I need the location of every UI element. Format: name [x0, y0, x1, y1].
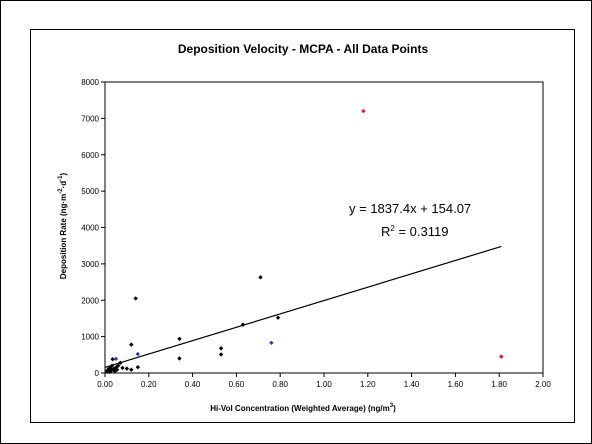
x-axis-label-sup: 3: [390, 403, 394, 409]
x-tick-label: 0.60: [229, 380, 245, 389]
data-point: [177, 336, 182, 342]
x-tick-label: 1.20: [360, 380, 376, 389]
data-point: [109, 363, 115, 368]
data-point: [120, 365, 125, 371]
data-point: [269, 340, 274, 346]
y-axis-label: Deposition Rate (ng·m-2·d-1): [58, 173, 68, 280]
trendline-group: [104, 245, 502, 368]
r-squared-sup: 2: [390, 224, 395, 233]
y-axis-label-mid: ·d: [59, 181, 68, 189]
data-point: [499, 354, 504, 359]
plot-frame: [104, 81, 544, 374]
data-point: [275, 315, 281, 320]
y-tick-label: 0: [95, 369, 100, 378]
chart-area: Deposition Velocity - MCPA - All Data Po…: [30, 29, 575, 423]
x-axis-label: Hi-Vol Concentration (Weighted Average) …: [210, 403, 396, 413]
data-point: [135, 364, 141, 370]
y-axis-label-sup2: -1: [58, 175, 64, 181]
data-point: [133, 296, 138, 301]
data-point: [113, 356, 119, 362]
r-squared-r: R: [381, 224, 390, 239]
x-axis-label-main: Hi-Vol Concentration (Weighted Average) …: [210, 404, 390, 413]
data-points: [104, 108, 504, 375]
scatter-chart: Deposition Velocity - MCPA - All Data Po…: [58, 42, 551, 413]
y-tick-label: 5000: [81, 187, 99, 196]
y-tick-label: 1000: [81, 333, 99, 342]
regression-equation: y = 1837.4x + 154.07: [349, 201, 471, 216]
data-point: [218, 352, 224, 357]
r-squared-label: R2 = 0.3119: [381, 224, 448, 239]
x-tick-label: 1.80: [491, 380, 507, 389]
x-axis-label-end: ): [393, 404, 396, 413]
data-point: [177, 356, 182, 361]
x-tick-label: 1.40: [404, 380, 420, 389]
data-point: [129, 342, 134, 347]
x-tick-label: 0.40: [185, 380, 201, 389]
y-tick-label: 4000: [81, 224, 99, 233]
data-point: [114, 367, 120, 372]
data-point: [218, 346, 224, 351]
chart-title: Deposition Velocity - MCPA - All Data Po…: [178, 42, 429, 56]
y-axis-ticks: 0 1000 2000 3000 4000 5000 6000 7000 8000: [81, 78, 105, 378]
data-point: [118, 360, 123, 366]
y-axis-label-main: Deposition Rate (ng·m: [59, 194, 68, 279]
y-axis-label-sup1: -2: [58, 188, 64, 194]
y-tick-label: 8000: [81, 78, 99, 87]
trendline: [104, 245, 502, 368]
x-tick-label: 0.20: [141, 380, 157, 389]
data-point: [135, 351, 141, 357]
y-tick-label: 2000: [81, 296, 99, 305]
data-point: [124, 366, 130, 371]
y-axis-label-end: ): [59, 173, 68, 176]
x-tick-label: 0.80: [272, 380, 288, 389]
data-point: [108, 365, 113, 371]
x-axis-ticks: 0.00 0.20 0.40 0.60 0.80 1.00 1.20 1.40 1.60 1.80…: [97, 373, 551, 389]
data-point: [110, 356, 115, 362]
x-tick-label: 1.00: [316, 380, 332, 389]
data-point: [240, 322, 246, 327]
y-tick-label: 7000: [81, 114, 99, 123]
x-tick-label: 2.00: [535, 380, 551, 389]
x-tick-label: 1.60: [448, 380, 464, 389]
x-tick-label: 0.00: [97, 380, 113, 389]
data-point: [107, 369, 112, 375]
data-point: [115, 363, 121, 368]
r-squared-value: = 0.3119: [395, 224, 449, 239]
data-point: [258, 275, 263, 280]
y-tick-label: 3000: [81, 260, 99, 269]
y-tick-label: 6000: [81, 151, 99, 160]
data-point: [361, 108, 366, 114]
data-point: [129, 367, 134, 372]
